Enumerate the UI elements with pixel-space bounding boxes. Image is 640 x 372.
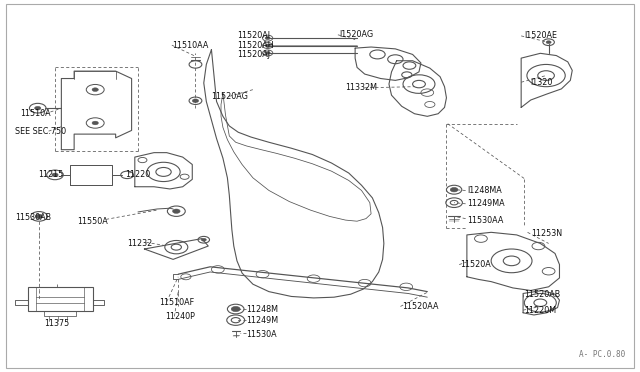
Text: 11520AA: 11520AA [402,302,438,311]
Text: 11220: 11220 [125,170,150,179]
Text: 11220M: 11220M [524,306,557,315]
Text: 11240P: 11240P [166,312,195,321]
Circle shape [265,51,270,54]
Text: 11510AA: 11510AA [172,41,208,50]
Text: 11530AB: 11530AB [15,213,51,222]
Text: 11249MA: 11249MA [467,199,504,208]
Circle shape [265,44,270,47]
Text: 11375: 11375 [44,320,69,328]
Text: 11332M: 11332M [346,83,378,92]
Text: SEE SEC.750: SEE SEC.750 [15,126,66,136]
Text: 11520AH: 11520AH [237,41,274,50]
Circle shape [546,41,551,44]
Bar [28,287,93,311]
Circle shape [201,238,206,241]
Text: 11510AF: 11510AF [159,298,194,307]
Circle shape [192,99,198,103]
Text: 11520A: 11520A [461,260,492,269]
Text: l1320: l1320 [531,78,553,87]
Circle shape [92,88,99,92]
Text: 11520AG: 11520AG [211,92,248,101]
Text: l1520AG: l1520AG [339,30,373,39]
Text: 11249M: 11249M [246,316,278,325]
Text: l1248MA: l1248MA [467,186,502,195]
Text: 11550A: 11550A [77,217,108,226]
Text: l1520AE: l1520AE [524,31,557,41]
Text: 11215: 11215 [38,170,63,179]
Text: 11530A: 11530A [246,330,277,339]
Circle shape [35,214,43,219]
Circle shape [173,209,180,214]
Text: 11510A: 11510A [20,109,51,118]
Circle shape [52,173,58,177]
Circle shape [35,106,41,110]
Text: 11520AI: 11520AI [237,31,270,41]
Text: 11248M: 11248M [246,305,278,314]
Text: 11232: 11232 [127,239,152,248]
Text: 11520AJ: 11520AJ [237,50,270,59]
Bar [44,311,76,317]
Text: A- PC.0.80: A- PC.0.80 [579,350,625,359]
Text: 11253N: 11253N [531,229,562,238]
Circle shape [231,307,240,312]
Circle shape [92,121,99,125]
Text: 11530AA: 11530AA [467,216,503,225]
Circle shape [451,187,458,192]
Text: 11520AB: 11520AB [524,290,561,299]
Circle shape [265,37,270,39]
